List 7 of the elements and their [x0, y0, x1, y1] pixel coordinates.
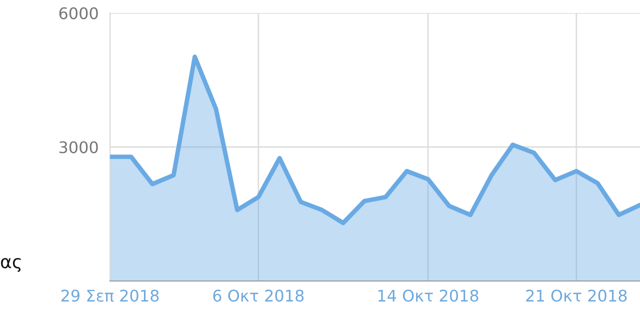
x-tick-label: 29 Σεπ 2018 — [61, 290, 159, 302]
x-tick-label: 14 Οκτ 2018 — [378, 290, 478, 302]
x-tick-label: 21 Οκτ 2018 — [526, 290, 627, 302]
x-tick-label: 6 Οκτ 2018 — [213, 290, 304, 302]
text: ας — [0, 258, 21, 272]
y-tick-label: 6000 — [59, 7, 98, 20]
y-tick-label: 3000 — [59, 141, 98, 154]
